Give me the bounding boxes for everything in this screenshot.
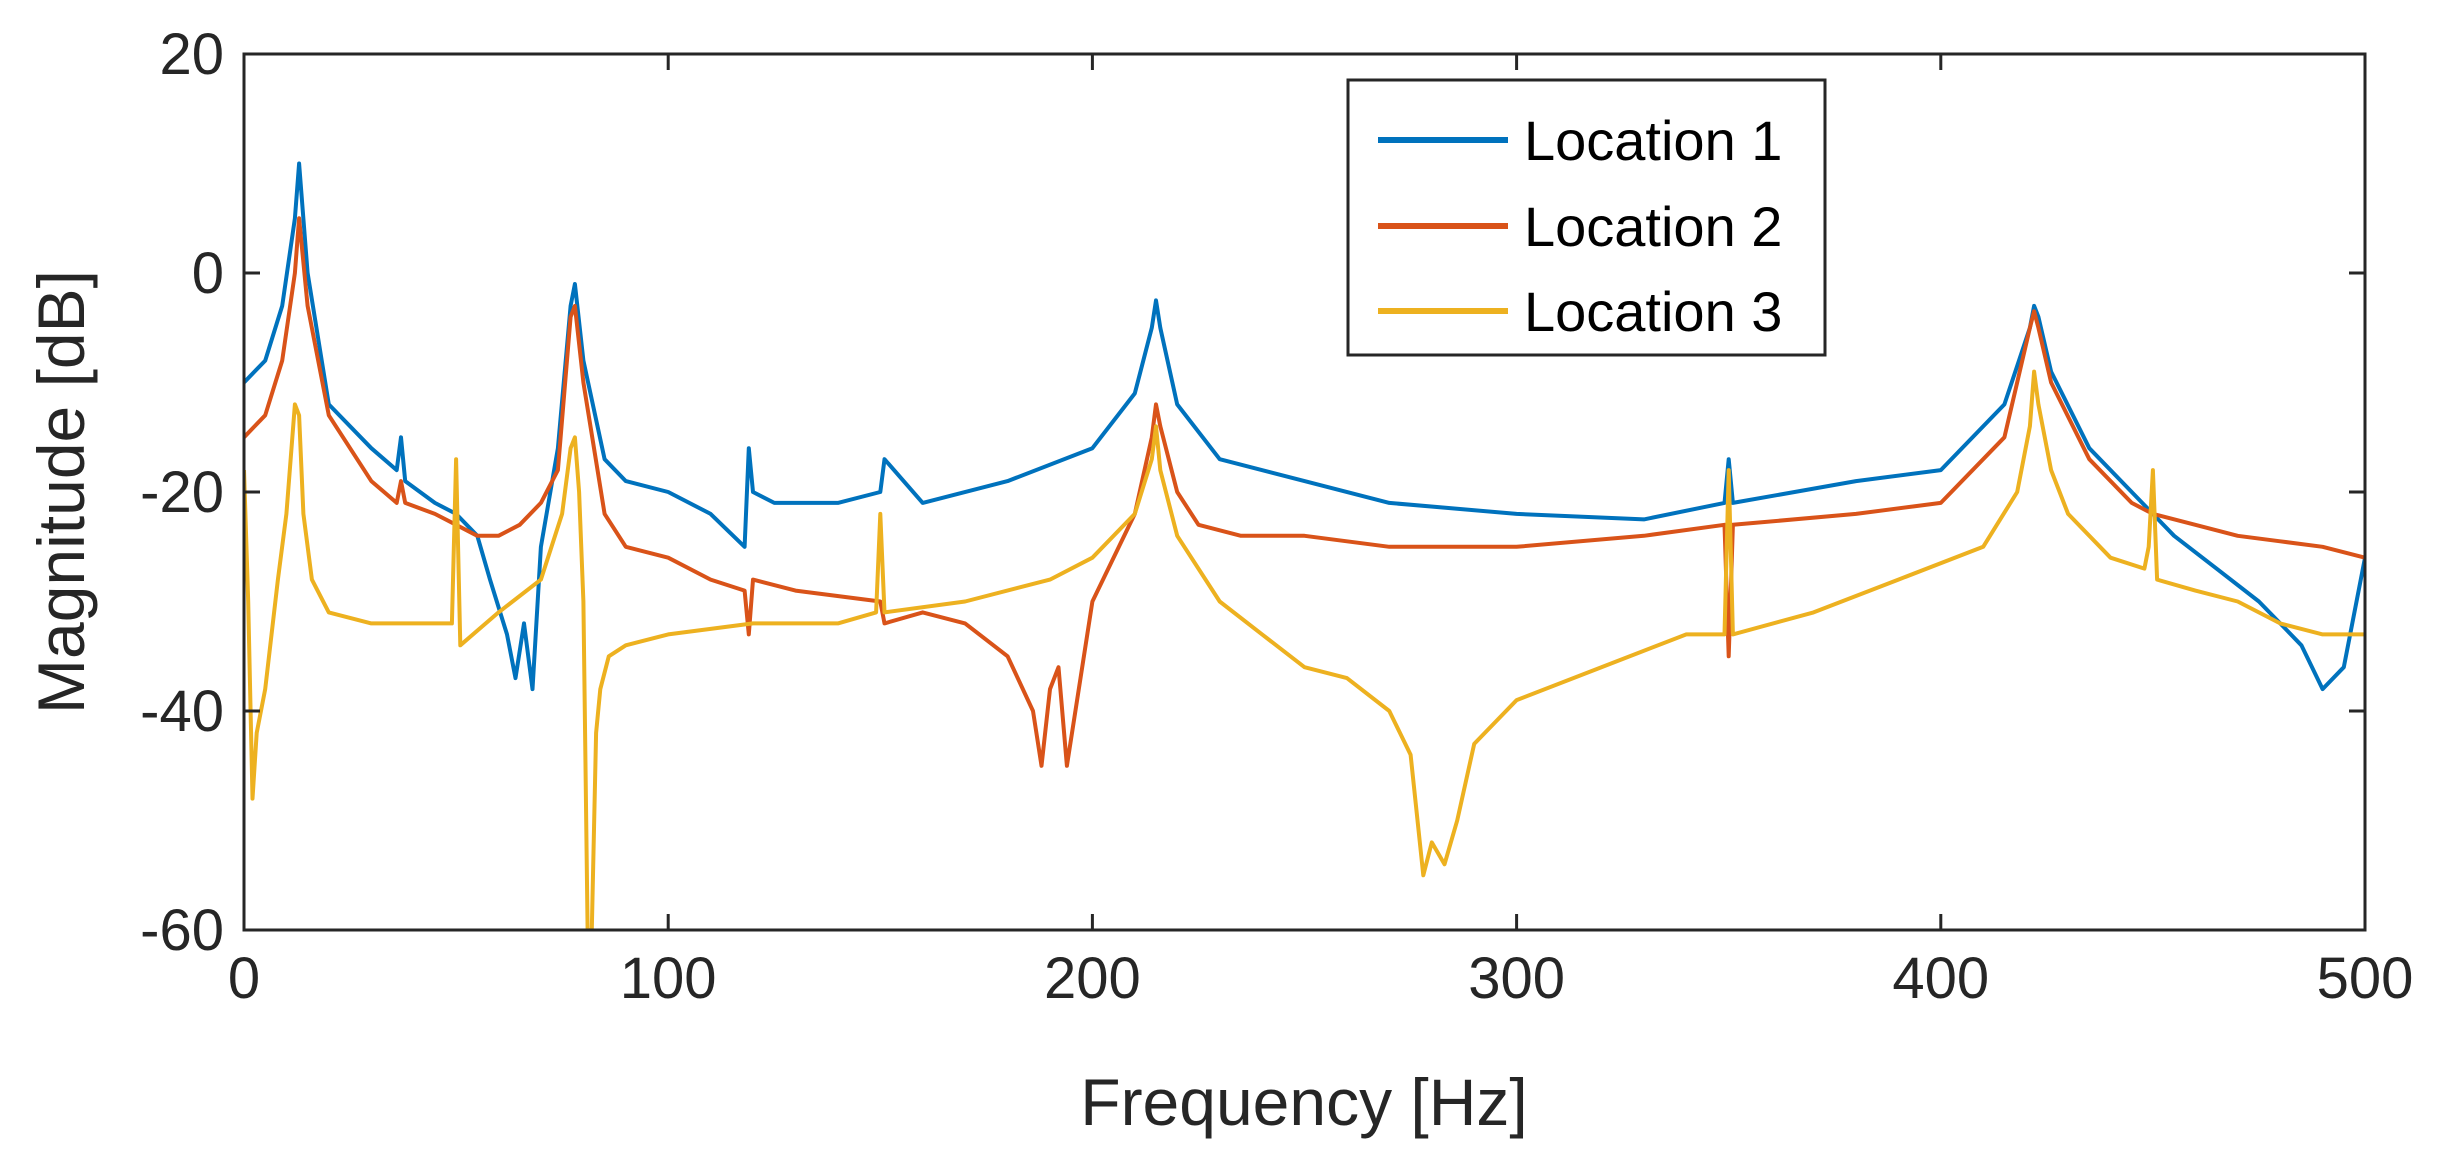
- legend-label-location-2: Location 2: [1524, 195, 1782, 258]
- y-tick-label: 20: [159, 22, 224, 87]
- x-tick-label: 0: [228, 946, 260, 1011]
- y-tick-label: -60: [140, 898, 224, 963]
- x-tick-label: 300: [1468, 946, 1565, 1011]
- x-tick-label: 200: [1044, 946, 1141, 1011]
- y-tick-label: 0: [192, 241, 224, 306]
- series-layer: [244, 161, 2365, 930]
- series-line-location-1: [244, 161, 2365, 692]
- x-axis-label: Frequency [Hz]: [1080, 1065, 1528, 1139]
- x-axis: 0 100 200 300 400 500: [228, 54, 2414, 1011]
- legend: Location 1 Location 2 Location 3: [1346, 78, 1827, 357]
- series-line-location-2: [244, 216, 2365, 768]
- y-tick-label: -20: [140, 460, 224, 525]
- y-axis: 20 0 -20 -40 -60: [140, 22, 2365, 963]
- x-tick-label: 400: [1892, 946, 1989, 1011]
- x-tick-label: 500: [2317, 946, 2414, 1011]
- y-tick-label: -40: [140, 679, 224, 744]
- legend-label-location-1: Location 1: [1524, 109, 1782, 172]
- legend-label-location-3: Location 3: [1524, 280, 1782, 343]
- series-line-location-3: [244, 369, 2365, 930]
- y-axis-label: Magnitude [dB]: [24, 270, 98, 714]
- x-tick-label: 100: [620, 946, 717, 1011]
